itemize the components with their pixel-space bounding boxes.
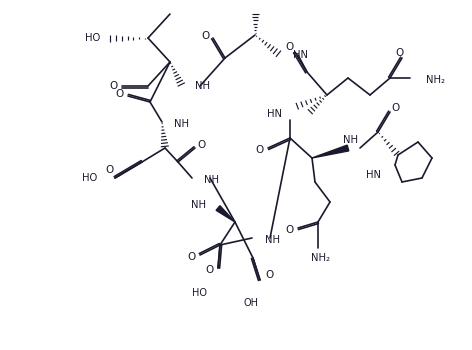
- Text: O: O: [109, 81, 117, 91]
- Text: NH: NH: [343, 135, 357, 145]
- Text: NH: NH: [174, 119, 189, 129]
- Text: O: O: [105, 165, 113, 175]
- Text: O: O: [286, 225, 294, 235]
- Text: HO: HO: [85, 33, 100, 43]
- Text: O: O: [115, 89, 123, 99]
- Text: HN: HN: [293, 50, 308, 60]
- Text: O: O: [266, 270, 274, 280]
- Polygon shape: [216, 206, 235, 222]
- Text: OH: OH: [244, 298, 259, 308]
- Text: O: O: [198, 140, 206, 150]
- Text: NH: NH: [204, 175, 219, 185]
- Text: NH₂: NH₂: [426, 75, 445, 85]
- Text: O: O: [188, 252, 196, 262]
- Text: O: O: [256, 145, 264, 155]
- Text: HO: HO: [82, 173, 97, 183]
- Text: O: O: [286, 42, 294, 52]
- Text: O: O: [206, 265, 214, 275]
- Text: NH: NH: [195, 81, 210, 91]
- Text: NH: NH: [265, 235, 280, 245]
- Text: HN: HN: [267, 109, 282, 119]
- Text: HN: HN: [366, 170, 381, 180]
- Text: O: O: [201, 31, 209, 41]
- Text: NH: NH: [191, 200, 206, 210]
- Polygon shape: [312, 145, 349, 158]
- Text: O: O: [392, 103, 400, 113]
- Text: O: O: [395, 48, 403, 58]
- Text: HO: HO: [192, 288, 207, 298]
- Text: NH₂: NH₂: [312, 253, 330, 263]
